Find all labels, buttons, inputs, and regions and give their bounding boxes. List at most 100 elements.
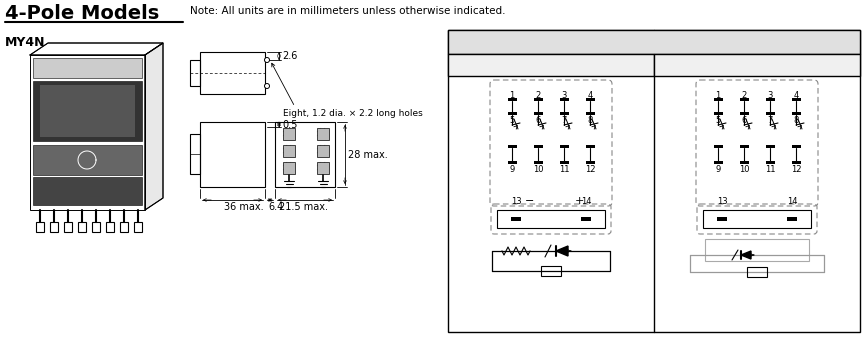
Text: 3: 3 bbox=[561, 91, 566, 100]
Circle shape bbox=[264, 57, 269, 63]
Text: 14: 14 bbox=[581, 197, 591, 206]
Bar bbox=[714, 98, 722, 101]
Text: 13: 13 bbox=[717, 197, 727, 206]
Text: 12: 12 bbox=[585, 165, 595, 174]
Text: 9: 9 bbox=[509, 165, 514, 174]
Bar bbox=[714, 145, 722, 148]
Bar bbox=[40, 85, 135, 137]
Bar bbox=[283, 128, 295, 140]
Text: 8: 8 bbox=[587, 116, 592, 125]
Text: 5: 5 bbox=[509, 116, 514, 125]
Bar bbox=[78, 222, 86, 232]
Text: 4-Pole Models: 4-Pole Models bbox=[5, 4, 159, 23]
Bar bbox=[581, 217, 591, 221]
Text: 12: 12 bbox=[791, 165, 801, 174]
Bar bbox=[747, 267, 767, 277]
Bar bbox=[766, 98, 774, 101]
Bar bbox=[190, 60, 200, 86]
Text: Eight, 1.2 dia. × 2.2 long holes: Eight, 1.2 dia. × 2.2 long holes bbox=[283, 109, 423, 118]
Bar bbox=[533, 161, 542, 164]
Bar bbox=[33, 177, 142, 205]
Text: 3: 3 bbox=[767, 91, 772, 100]
Bar bbox=[585, 98, 594, 101]
Circle shape bbox=[264, 83, 269, 89]
Text: 21.5 max.: 21.5 max. bbox=[279, 202, 328, 212]
Bar bbox=[275, 122, 335, 187]
Bar bbox=[33, 81, 142, 141]
Bar bbox=[766, 145, 774, 148]
Bar bbox=[317, 128, 329, 140]
Text: 2: 2 bbox=[741, 91, 746, 100]
Text: 1: 1 bbox=[509, 91, 514, 100]
Bar bbox=[134, 222, 142, 232]
Bar bbox=[654, 54, 860, 76]
Bar bbox=[30, 55, 145, 210]
Polygon shape bbox=[145, 43, 163, 210]
Bar bbox=[33, 58, 142, 78]
Bar bbox=[717, 217, 727, 221]
Bar bbox=[507, 98, 516, 101]
Bar bbox=[559, 98, 568, 101]
Bar bbox=[714, 161, 722, 164]
Bar bbox=[190, 134, 200, 174]
Bar bbox=[559, 161, 568, 164]
Bar bbox=[283, 145, 295, 157]
Text: AC: AC bbox=[747, 58, 766, 72]
Text: 7: 7 bbox=[561, 116, 566, 125]
Text: +: + bbox=[575, 196, 585, 206]
Bar bbox=[740, 112, 748, 115]
Bar bbox=[766, 161, 774, 164]
Text: MY4NJ: MY4NJ bbox=[632, 35, 675, 49]
Text: DC: DC bbox=[540, 58, 561, 72]
Bar bbox=[33, 145, 142, 175]
Bar bbox=[448, 54, 654, 76]
Bar bbox=[448, 30, 860, 332]
Bar bbox=[36, 222, 44, 232]
Bar bbox=[283, 162, 295, 174]
Bar bbox=[106, 222, 114, 232]
Bar bbox=[559, 112, 568, 115]
Bar bbox=[585, 161, 594, 164]
Bar bbox=[200, 122, 265, 187]
Bar bbox=[714, 112, 722, 115]
Bar bbox=[507, 112, 516, 115]
Bar bbox=[792, 145, 800, 148]
Text: MY4N: MY4N bbox=[5, 36, 46, 49]
Text: 6: 6 bbox=[741, 116, 746, 125]
Text: 28 max.: 28 max. bbox=[348, 149, 388, 160]
Bar bbox=[317, 145, 329, 157]
Text: 14: 14 bbox=[786, 197, 798, 206]
Text: 10: 10 bbox=[739, 165, 749, 174]
Bar bbox=[585, 112, 594, 115]
Text: 4: 4 bbox=[793, 91, 798, 100]
Bar bbox=[585, 145, 594, 148]
Text: 7: 7 bbox=[767, 116, 772, 125]
Bar bbox=[511, 217, 521, 221]
Bar bbox=[507, 145, 516, 148]
Text: 13: 13 bbox=[511, 197, 521, 206]
Bar bbox=[792, 161, 800, 164]
Text: 11: 11 bbox=[765, 165, 775, 174]
Bar bbox=[792, 98, 800, 101]
Bar bbox=[705, 239, 809, 261]
Bar bbox=[740, 98, 748, 101]
Polygon shape bbox=[556, 246, 568, 256]
Text: −: − bbox=[525, 196, 534, 206]
Text: 2.6: 2.6 bbox=[282, 51, 297, 61]
Bar bbox=[533, 112, 542, 115]
Bar bbox=[448, 30, 860, 54]
Text: 9: 9 bbox=[715, 165, 721, 174]
Bar bbox=[541, 266, 561, 276]
Text: Note: All units are in millimeters unless otherwise indicated.: Note: All units are in millimeters unles… bbox=[190, 6, 506, 16]
Bar bbox=[787, 217, 797, 221]
Text: 36 max.: 36 max. bbox=[224, 202, 264, 212]
Text: 6: 6 bbox=[535, 116, 540, 125]
Text: 4: 4 bbox=[587, 91, 592, 100]
Text: 5: 5 bbox=[715, 116, 721, 125]
Bar bbox=[766, 112, 774, 115]
Text: 6.4: 6.4 bbox=[268, 202, 283, 212]
Bar bbox=[64, 222, 72, 232]
Text: 8: 8 bbox=[793, 116, 798, 125]
Text: 11: 11 bbox=[559, 165, 569, 174]
Bar bbox=[120, 222, 128, 232]
